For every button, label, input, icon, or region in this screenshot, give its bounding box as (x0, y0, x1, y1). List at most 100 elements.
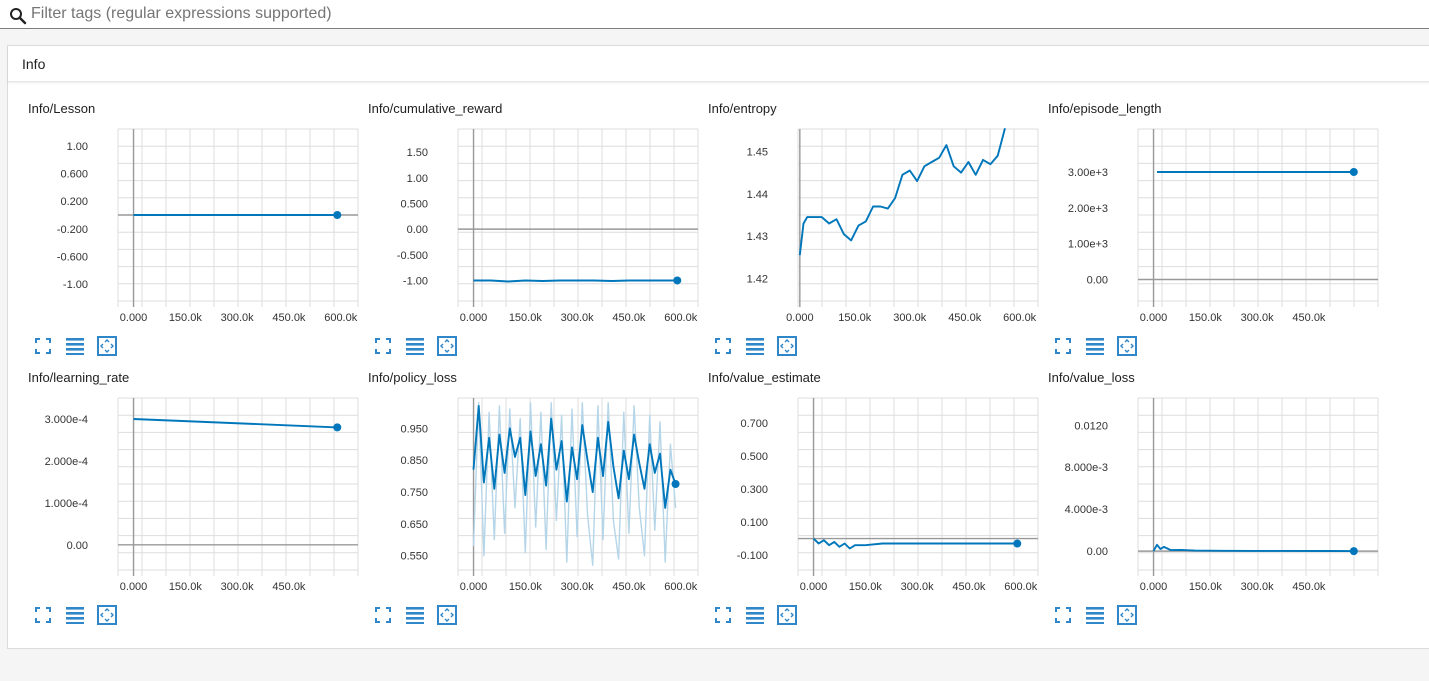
toggle-log-scale-button[interactable] (1084, 335, 1106, 357)
fullscreen-icon (1055, 607, 1071, 623)
toggle-log-scale-button[interactable] (1084, 604, 1106, 626)
series-line (472, 405, 677, 509)
fit-domain-button[interactable] (1116, 335, 1138, 357)
lines-icon (1086, 607, 1104, 624)
y-tick-label: 0.850 (400, 455, 428, 467)
chart-card: Info/value_loss 0.000 150.0k 300.0k 450.0k 0.… (1048, 370, 1388, 625)
x-tick-label: 300.0k (1241, 312, 1275, 324)
last-point-marker (333, 423, 342, 432)
x-tick-label: 600.0k (324, 312, 358, 324)
last-point-marker (671, 480, 680, 488)
expand-chart-button[interactable] (1052, 335, 1074, 357)
x-tick-label: 600.0k (1004, 581, 1038, 593)
y-tick-label: 0.750 (400, 487, 428, 499)
tag-filter-bar (0, 0, 1429, 29)
chart-svg[interactable]: 0.000 150.0k 300.0k 450.0k 600.0k 1.45 1.44 1.4… (708, 119, 1048, 329)
lines-icon (406, 607, 424, 624)
fit-domain-button[interactable] (1116, 604, 1138, 626)
toggle-log-scale-button[interactable] (64, 335, 86, 357)
chart-title: Info/cumulative_reward (368, 101, 503, 116)
y-tick-label: 0.500 (740, 451, 768, 463)
fit-to-data-icon (777, 336, 797, 356)
lines-icon (746, 338, 764, 355)
lines-icon (406, 338, 424, 355)
expand-chart-button[interactable] (32, 335, 54, 357)
y-tick-label: 4.000e-3 (1065, 504, 1108, 516)
series-line (473, 279, 678, 283)
expand-chart-button[interactable] (712, 335, 734, 357)
expand-chart-button[interactable] (372, 604, 394, 626)
y-tick-label: 0.200 (60, 196, 88, 208)
fit-domain-button[interactable] (96, 604, 118, 626)
toggle-log-scale-button[interactable] (404, 604, 426, 626)
y-tick-label: 1.00 (407, 173, 428, 185)
y-tick-label: 0.00 (1087, 546, 1108, 558)
chart-svg[interactable]: 0.000 150.0k 300.0k 450.0k 600.0k 0.950 0.850 0… (368, 388, 708, 598)
fit-domain-button[interactable] (436, 335, 458, 357)
expand-chart-button[interactable] (372, 335, 394, 357)
fit-domain-button[interactable] (776, 604, 798, 626)
x-tick-label: 150.0k (169, 581, 203, 593)
fullscreen-icon (715, 607, 731, 623)
lines-icon (746, 607, 764, 624)
x-tick-label: 150.0k (509, 581, 543, 593)
x-tick-label: 450.0k (612, 312, 646, 324)
expand-chart-button[interactable] (712, 604, 734, 626)
chart-svg[interactable]: 0.000 150.0k 300.0k 450.0k 600.0k 1.00 0.600 0.… (28, 119, 368, 329)
y-tick-label: 0.300 (740, 484, 768, 496)
tag-filter-input[interactable] (31, 3, 1411, 25)
y-tick-label: -0.500 (397, 250, 428, 262)
last-point-marker (1013, 539, 1022, 548)
x-tick-label: 0.000 (460, 312, 488, 324)
y-tick-label: 0.600 (60, 169, 88, 181)
toggle-log-scale-button[interactable] (64, 604, 86, 626)
x-tick-label: 0.000 (1140, 581, 1168, 593)
y-tick-label: 2.000e-4 (45, 456, 88, 468)
chart-svg[interactable]: 0.000 150.0k 300.0k 450.0k 600.0k 1.50 1.00 0.5… (368, 119, 708, 329)
chart-svg[interactable]: 0.000 150.0k 300.0k 450.0k 600.0k 0.700 0.500 0… (708, 388, 1048, 598)
expand-chart-button[interactable] (1052, 604, 1074, 626)
chart-title: Info/Lesson (28, 101, 96, 116)
x-tick-label: 150.0k (838, 312, 872, 324)
expand-chart-button[interactable] (32, 604, 54, 626)
chart-svg[interactable]: 0.000 150.0k 300.0k 450.0k 3.00e+3 2.00e+3 1.0… (1048, 119, 1388, 329)
x-tick-label: 450.0k (272, 312, 306, 324)
x-tick-label: 600.0k (1003, 312, 1037, 324)
y-tick-label: 1.43 (747, 231, 768, 243)
x-tick-label: 450.0k (948, 312, 982, 324)
toggle-log-scale-button[interactable] (404, 335, 426, 357)
chart-svg[interactable]: 0.000 150.0k 300.0k 450.0k 0.0120 8.000e-3 4.0… (1048, 388, 1388, 598)
y-tick-label: 2.00e+3 (1068, 203, 1108, 215)
category-header[interactable]: Info (8, 46, 1429, 82)
fit-domain-button[interactable] (436, 604, 458, 626)
toggle-log-scale-button[interactable] (744, 335, 766, 357)
chart-card: Info/learning_rate 0.000 150.0k 300.0k 450.0… (28, 370, 368, 625)
series-line (798, 127, 1006, 256)
y-tick-label: 1.42 (747, 274, 768, 286)
y-tick-label: 0.100 (740, 517, 768, 529)
fullscreen-icon (35, 607, 51, 623)
x-tick-label: 300.0k (221, 581, 255, 593)
fullscreen-icon (35, 338, 51, 354)
fullscreen-icon (375, 607, 391, 623)
raw-series-line (472, 402, 677, 566)
x-tick-label: 300.0k (221, 312, 255, 324)
y-tick-label: 1.50 (407, 147, 428, 159)
x-tick-label: 0.000 (120, 581, 148, 593)
chart-svg[interactable]: 0.000 150.0k 300.0k 450.0k 3.000e-4 2.000e-4 1… (28, 388, 368, 598)
y-tick-label: 0.950 (400, 423, 428, 435)
y-tick-label: 0.700 (740, 418, 768, 430)
y-tick-label: 0.00 (407, 224, 428, 236)
y-tick-label: 0.0120 (1074, 420, 1108, 432)
x-tick-label: 450.0k (272, 581, 306, 593)
x-tick-label: 300.0k (561, 312, 595, 324)
toggle-log-scale-button[interactable] (744, 604, 766, 626)
y-tick-label: 3.000e-4 (45, 414, 88, 426)
chart-title: Info/value_estimate (708, 370, 821, 385)
lines-icon (1086, 338, 1104, 355)
fit-to-data-icon (1117, 336, 1137, 356)
chart-title: Info/episode_length (1048, 101, 1162, 116)
fit-domain-button[interactable] (96, 335, 118, 357)
x-tick-label: 600.0k (664, 581, 698, 593)
fit-domain-button[interactable] (776, 335, 798, 357)
